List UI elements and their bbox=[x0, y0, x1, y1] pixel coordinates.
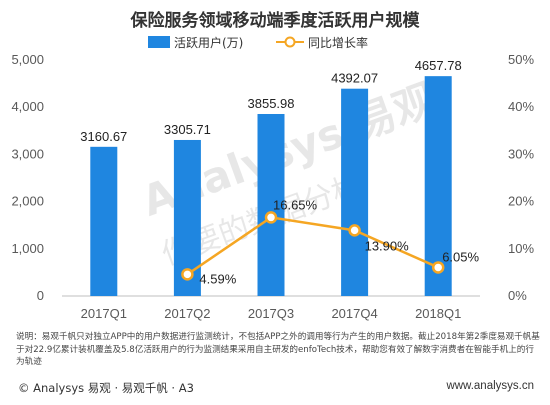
right-tick-label: 0% bbox=[508, 288, 527, 303]
legend-line-label: 同比增长率 bbox=[308, 35, 368, 50]
x-tick-label: 2017Q1 bbox=[81, 306, 127, 321]
bar bbox=[90, 146, 118, 296]
line-point bbox=[431, 261, 445, 274]
bar-series bbox=[90, 76, 452, 296]
right-tick-label: 50% bbox=[508, 52, 534, 67]
chart-title: 保险服务领域移动端季度活跃用户规模 bbox=[130, 11, 420, 31]
line-value-label: 4.59% bbox=[199, 271, 236, 286]
right-tick-label: 20% bbox=[508, 194, 534, 209]
left-tick-label: 1,000 bbox=[11, 241, 44, 256]
right-tick-label: 30% bbox=[508, 146, 534, 161]
bar bbox=[424, 76, 452, 296]
legend-line-marker bbox=[284, 36, 296, 48]
bar-value-label: 4657.78 bbox=[415, 58, 462, 73]
note-text: 说明：易观千帆只对独立APP中的用户数据进行监测统计，不包括APP之外的调用等行… bbox=[16, 332, 540, 367]
line-point bbox=[181, 268, 194, 281]
bar-value-label: 3305.71 bbox=[164, 122, 211, 137]
line-point bbox=[348, 224, 361, 237]
right-tick-label: 40% bbox=[508, 99, 534, 114]
x-tick-label: 2017Q3 bbox=[248, 306, 294, 321]
line-series: 4.59% 16.65% 13.90% 6.05% bbox=[181, 197, 480, 286]
footer-copyright: © Analysys 易观 · 易观千帆 · A3 bbox=[18, 381, 194, 395]
bar-value-label: 3855.98 bbox=[248, 96, 295, 111]
x-tick-label: 2017Q4 bbox=[331, 306, 377, 321]
left-tick-label: 0 bbox=[37, 288, 44, 303]
line-value-label: 13.90% bbox=[365, 238, 410, 253]
right-tick-label: 10% bbox=[508, 241, 534, 256]
bar-value-label: 4392.07 bbox=[331, 71, 378, 86]
chart-plot: 活跃用户(万) 同比增长率 0 1,000 2,000 3,000 4,000 5,000… bbox=[11, 35, 534, 321]
line-point bbox=[264, 211, 278, 224]
growth-line bbox=[186, 216, 439, 276]
x-tick-label: 2018Q1 bbox=[415, 306, 461, 321]
line-value-label: 6.05% bbox=[442, 249, 479, 264]
bar-value-label: 3160.67 bbox=[80, 129, 127, 144]
line-value-label: 16.65% bbox=[273, 197, 318, 212]
bar-labels: 3160.67 3305.71 3855.98 4392.07 4657.78 bbox=[80, 58, 461, 144]
left-tick-label: 2,000 bbox=[11, 194, 44, 209]
x-tick-label: 2017Q2 bbox=[164, 306, 210, 321]
legend-bar-label: 活跃用户(万) bbox=[174, 35, 243, 50]
bar bbox=[341, 88, 369, 296]
left-tick-label: 5,000 bbox=[11, 52, 44, 67]
legend: 活跃用户(万) 同比增长率 bbox=[148, 35, 368, 50]
left-tick-label: 3,000 bbox=[11, 146, 44, 161]
left-axis: 0 1,000 2,000 3,000 4,000 5,000 bbox=[11, 52, 44, 303]
bar bbox=[257, 113, 285, 296]
footer-website: www.analysys.cn bbox=[446, 380, 534, 392]
left-tick-label: 4,000 bbox=[11, 99, 44, 114]
legend-bar-swatch bbox=[148, 36, 170, 48]
x-axis: 2017Q1 2017Q2 2017Q3 2017Q4 2018Q1 bbox=[81, 306, 462, 321]
right-axis: 0% 10% 20% 30% 40% 50% bbox=[508, 52, 534, 303]
